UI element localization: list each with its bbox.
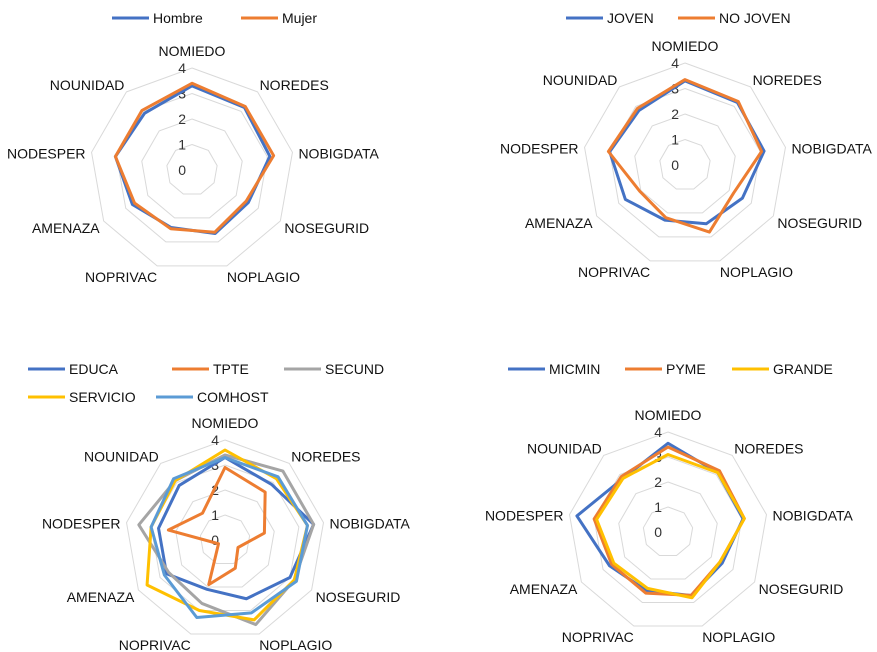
grid-ring xyxy=(141,118,243,219)
grid-ring xyxy=(634,113,736,214)
radar-chart-2: 01234NOMIEDONOREDESNOBIGDATANOSEGURIDNOP… xyxy=(500,10,873,280)
legend-label: Mujer xyxy=(282,10,317,26)
axis-label: NOREDES xyxy=(291,448,360,464)
axis-label: NOUNIDAD xyxy=(84,448,159,464)
grid-ring xyxy=(199,514,251,564)
axis-label: NOPLAGIO xyxy=(720,264,793,280)
axis-label: NODESPER xyxy=(485,508,564,524)
axis-label: NOUNIDAD xyxy=(50,77,125,93)
tick-label: 4 xyxy=(211,432,219,448)
tick-label: 0 xyxy=(178,162,186,178)
tick-label: 4 xyxy=(178,60,186,76)
axis-label: NOMIEDO xyxy=(635,407,702,423)
axis-label: NOREDES xyxy=(734,440,803,456)
axis-label: NOREDES xyxy=(753,72,822,88)
legend-label: JOVEN xyxy=(607,10,654,26)
legend-label: MICMIN xyxy=(549,361,600,377)
grid-ring xyxy=(642,506,694,556)
axis-label: NOUNIDAD xyxy=(543,72,618,88)
tick-label: 1 xyxy=(654,499,662,515)
tick-label: 0 xyxy=(654,524,662,540)
axis-label: AMENAZA xyxy=(67,589,135,605)
legend-label: SECUND xyxy=(325,361,384,377)
axis-label: NOMIEDO xyxy=(192,415,259,431)
radar-chart-3: 01234NOMIEDONOREDESNOBIGDATANOSEGURIDNOP… xyxy=(28,361,411,652)
axis-label: NOPRIVAC xyxy=(85,269,157,285)
axis-label: NOSEGURID xyxy=(284,220,369,236)
axis-label: NOPRIVAC xyxy=(119,637,191,652)
axis-label: NOREDES xyxy=(260,77,329,93)
axis-label: NOSEGURID xyxy=(759,581,844,597)
series-line xyxy=(137,453,316,627)
grid-ring xyxy=(584,62,786,262)
axis-label: NODESPER xyxy=(7,145,86,161)
axis-label: NOBIGDATA xyxy=(329,516,410,532)
legend-label: TPTE xyxy=(213,361,249,377)
axis-label: NODESPER xyxy=(500,140,579,156)
legend-label: EDUCA xyxy=(69,361,119,377)
tick-label: 2 xyxy=(654,474,662,490)
axis-label: NOMIEDO xyxy=(652,38,719,54)
tick-label: 4 xyxy=(671,55,679,71)
axis-label: NOSEGURID xyxy=(316,589,401,605)
grid-ring xyxy=(568,431,768,627)
tick-label: 3 xyxy=(178,86,186,102)
axis-label: AMENAZA xyxy=(510,581,578,597)
legend-label: NO JOVEN xyxy=(719,10,791,26)
axis-label: NOBIGDATA xyxy=(791,140,872,156)
tick-label: 2 xyxy=(671,106,679,122)
grid-ring xyxy=(125,439,325,635)
series-line xyxy=(575,441,745,597)
series-line xyxy=(608,79,766,226)
tick-label: 1 xyxy=(178,137,186,153)
tick-label: 2 xyxy=(178,111,186,127)
series-line xyxy=(113,81,276,234)
tick-label: 1 xyxy=(671,132,679,148)
grid-ring xyxy=(618,481,718,580)
series-line xyxy=(149,456,309,620)
legend-label: SERVICIO xyxy=(69,389,136,405)
axis-label: NOPRIVAC xyxy=(578,264,650,280)
axis-label: NOBIGDATA xyxy=(298,145,379,161)
tick-label: 3 xyxy=(654,449,662,465)
series-line xyxy=(166,466,267,587)
axis-label: AMENAZA xyxy=(32,220,100,236)
legend-label: COMHOST xyxy=(197,389,269,405)
axis-label: NODESPER xyxy=(42,516,121,532)
legend-label: Hombre xyxy=(153,10,203,26)
grid-ring xyxy=(91,67,293,267)
tick-label: 0 xyxy=(211,532,219,548)
grid-ring xyxy=(166,143,218,195)
series-line xyxy=(606,78,764,234)
grid-ring xyxy=(609,87,761,238)
grid-ring xyxy=(175,489,275,588)
axis-label: NOPLAGIO xyxy=(259,637,332,652)
axis-label: NOSEGURID xyxy=(777,215,862,231)
tick-label: 0 xyxy=(671,157,679,173)
axis-label: NOPRIVAC xyxy=(562,629,634,645)
legend-label: PYME xyxy=(666,361,706,377)
series-line xyxy=(592,445,746,597)
series-line xyxy=(595,453,746,600)
grid-ring xyxy=(659,138,711,190)
axis-label: NOPLAGIO xyxy=(227,269,300,285)
tick-label: 1 xyxy=(211,507,219,523)
legend-label: GRANDE xyxy=(773,361,833,377)
tick-label: 4 xyxy=(654,424,662,440)
axis-label: NOBIGDATA xyxy=(772,508,853,524)
axis-label: NOPLAGIO xyxy=(702,629,775,645)
axis-label: NOUNIDAD xyxy=(527,440,602,456)
axis-label: NOMIEDO xyxy=(159,43,226,59)
axis-label: AMENAZA xyxy=(525,215,593,231)
